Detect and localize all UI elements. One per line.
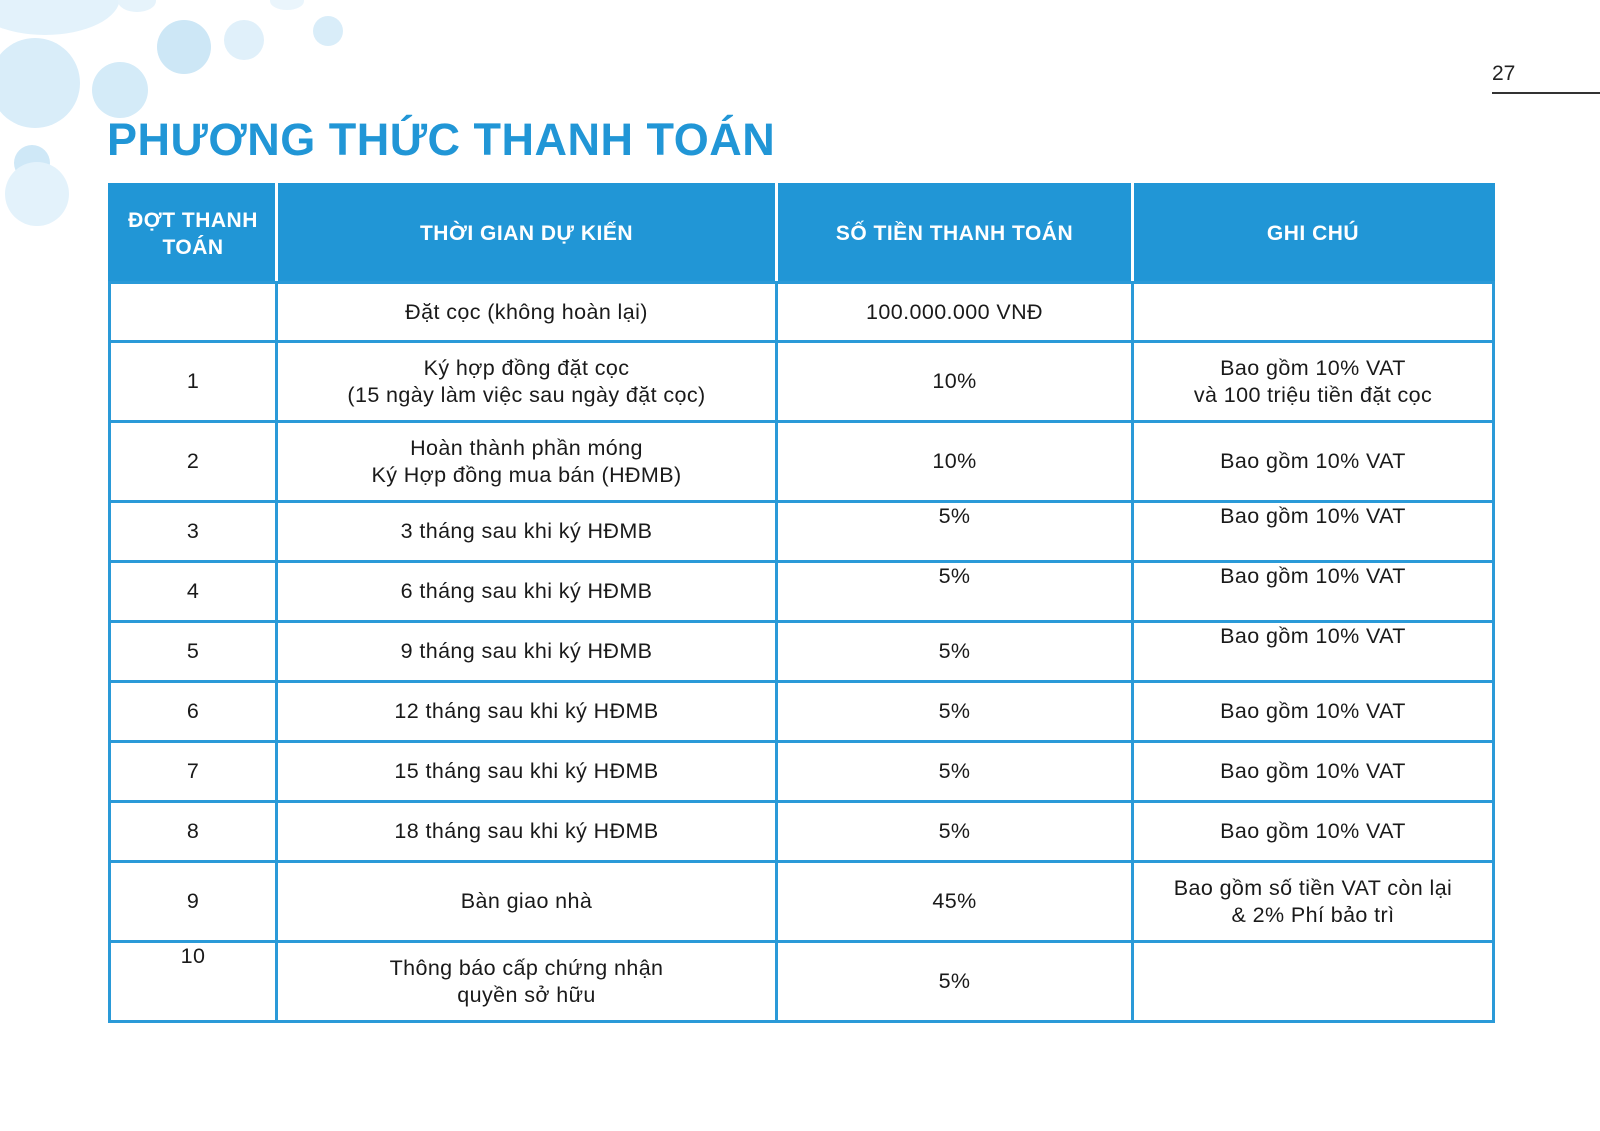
time-line: 3 tháng sau khi ký HĐMB: [400, 519, 653, 543]
note-line: Bao gồm 10% VAT: [1220, 699, 1406, 723]
decorative-bubble: [118, 0, 156, 12]
time-line: 18 tháng sau khi ký HĐMB: [394, 819, 659, 843]
time-line: Ký Hợp đồng mua bán (HĐMB): [371, 462, 682, 487]
phase-cell: [108, 281, 278, 343]
amount-cell: 10%: [775, 340, 1134, 423]
table-row: 3 3 tháng sau khi ký HĐMB 5% Bao gồm 10%…: [108, 500, 1495, 563]
note-line: & 2% Phí bảo trì: [1231, 902, 1395, 927]
header-note: GHI CHÚ: [1131, 183, 1495, 284]
decorative-bubble: [313, 16, 343, 46]
note-line: và 100 triệu tiền đặt cọc: [1193, 382, 1433, 407]
table-row: 8 18 tháng sau khi ký HĐMB 5% Bao gồm 10…: [108, 800, 1495, 863]
amount-cell: 45%: [775, 860, 1134, 943]
time-cell: Thông báo cấp chứng nhận quyền sở hữu: [275, 940, 778, 1023]
amount-cell: 5%: [775, 680, 1134, 743]
time-cell: Đặt cọc (không hoàn lại): [275, 281, 778, 343]
note-line: Bao gồm 10% VAT: [1220, 819, 1406, 843]
time-line: (15 ngày làm việc sau ngày đặt cọc): [347, 382, 706, 407]
note-line: Bao gồm 10% VAT: [1220, 759, 1406, 783]
page-title: PHƯƠNG THỨC THANH TOÁN: [107, 114, 776, 165]
time-cell: 15 tháng sau khi ký HĐMB: [275, 740, 778, 803]
time-cell: 18 tháng sau khi ký HĐMB: [275, 800, 778, 863]
amount-cell: 5%: [775, 800, 1134, 863]
phase-cell: 2: [108, 420, 278, 503]
decorative-bubble: [5, 162, 69, 226]
time-line: 12 tháng sau khi ký HĐMB: [394, 699, 659, 723]
note-cell: Bao gồm 10% VAT: [1131, 740, 1495, 803]
note-cell: Bao gồm số tiền VAT còn lại & 2% Phí bảo…: [1131, 860, 1495, 943]
phase-cell: 7: [108, 740, 278, 803]
time-line: 6 tháng sau khi ký HĐMB: [400, 579, 653, 603]
note-line: Bao gồm 10% VAT: [1220, 355, 1406, 380]
note-line: Bao gồm 10% VAT: [1220, 564, 1406, 588]
amount-cell: 5%: [775, 560, 1134, 623]
header-time: THỜI GIAN DỰ KIẾN: [275, 183, 778, 284]
time-cell: Bàn giao nhà: [275, 860, 778, 943]
phase-cell: 5: [108, 620, 278, 683]
table-row: 6 12 tháng sau khi ký HĐMB 5% Bao gồm 10…: [108, 680, 1495, 743]
time-line: Bàn giao nhà: [460, 889, 593, 913]
time-line: Hoàn thành phần móng: [410, 435, 643, 460]
note-cell: Bao gồm 10% VAT: [1131, 560, 1495, 623]
table-row: 2 Hoàn thành phần móng Ký Hợp đồng mua b…: [108, 420, 1495, 503]
decorative-bubble: [157, 20, 211, 74]
time-line: 9 tháng sau khi ký HĐMB: [400, 639, 653, 663]
time-cell: Ký hợp đồng đặt cọc (15 ngày làm việc sa…: [275, 340, 778, 423]
time-line: quyền sở hữu: [457, 982, 596, 1007]
phase-cell: 3: [108, 500, 278, 563]
page-number-rule: [1492, 92, 1600, 94]
note-line: Bao gồm 10% VAT: [1220, 624, 1406, 648]
decorative-bubble: [224, 20, 264, 60]
amount-cell: 5%: [775, 940, 1134, 1023]
time-line: Đặt cọc (không hoàn lại): [405, 299, 648, 324]
time-cell: 3 tháng sau khi ký HĐMB: [275, 500, 778, 563]
table-row: 9 Bàn giao nhà 45% Bao gồm số tiền VAT c…: [108, 860, 1495, 943]
note-cell: Bao gồm 10% VAT và 100 triệu tiền đặt cọ…: [1131, 340, 1495, 423]
time-cell: 6 tháng sau khi ký HĐMB: [275, 560, 778, 623]
decorative-bubble: [0, 0, 120, 35]
amount-cell: 5%: [775, 740, 1134, 803]
header-phase: ĐỢT THANH TOÁN: [108, 183, 278, 284]
decorative-bubble: [0, 38, 80, 128]
amount-cell: 5%: [775, 620, 1134, 683]
phase-cell: 1: [108, 340, 278, 423]
time-line: 15 tháng sau khi ký HĐMB: [394, 759, 659, 783]
phase-cell: 9: [108, 860, 278, 943]
note-line: Bao gồm số tiền VAT còn lại: [1173, 875, 1453, 900]
note-cell: [1131, 281, 1495, 343]
table-row: 4 6 tháng sau khi ký HĐMB 5% Bao gồm 10%…: [108, 560, 1495, 623]
time-cell: Hoàn thành phần móng Ký Hợp đồng mua bán…: [275, 420, 778, 503]
time-line: Thông báo cấp chứng nhận: [389, 955, 664, 980]
decorative-bubble: [92, 62, 148, 118]
phase-cell: 10: [108, 940, 278, 1023]
note-cell: Bao gồm 10% VAT: [1131, 620, 1495, 683]
table-header-row: ĐỢT THANH TOÁN THỜI GIAN DỰ KIẾN SỐ TIỀN…: [108, 183, 1495, 284]
table-row: 10 Thông báo cấp chứng nhận quyền sở hữu…: [108, 940, 1495, 1023]
phase-cell: 8: [108, 800, 278, 863]
amount-cell: 10%: [775, 420, 1134, 503]
amount-cell: 5%: [775, 500, 1134, 563]
phase-cell: 6: [108, 680, 278, 743]
decorative-bubble: [270, 0, 304, 10]
note-cell: Bao gồm 10% VAT: [1131, 500, 1495, 563]
note-line: Bao gồm 10% VAT: [1220, 449, 1406, 473]
page-number: 27: [1492, 62, 1516, 85]
phase-cell: 4: [108, 560, 278, 623]
note-cell: Bao gồm 10% VAT: [1131, 680, 1495, 743]
table-row: 7 15 tháng sau khi ký HĐMB 5% Bao gồm 10…: [108, 740, 1495, 803]
header-amount: SỐ TIỀN THANH TOÁN: [775, 183, 1134, 284]
note-line: Bao gồm 10% VAT: [1220, 504, 1406, 528]
amount-cell: 100.000.000 VNĐ: [775, 281, 1134, 343]
time-cell: 12 tháng sau khi ký HĐMB: [275, 680, 778, 743]
note-cell: Bao gồm 10% VAT: [1131, 420, 1495, 503]
table-row: 5 9 tháng sau khi ký HĐMB 5% Bao gồm 10%…: [108, 620, 1495, 683]
table-row: 1 Ký hợp đồng đặt cọc (15 ngày làm việc …: [108, 340, 1495, 423]
table-row: Đặt cọc (không hoàn lại) 100.000.000 VNĐ: [108, 281, 1495, 343]
note-cell: [1131, 940, 1495, 1023]
time-cell: 9 tháng sau khi ký HĐMB: [275, 620, 778, 683]
note-cell: Bao gồm 10% VAT: [1131, 800, 1495, 863]
time-line: Ký hợp đồng đặt cọc: [423, 355, 630, 380]
payment-table: ĐỢT THANH TOÁN THỜI GIAN DỰ KIẾN SỐ TIỀN…: [108, 183, 1495, 1023]
